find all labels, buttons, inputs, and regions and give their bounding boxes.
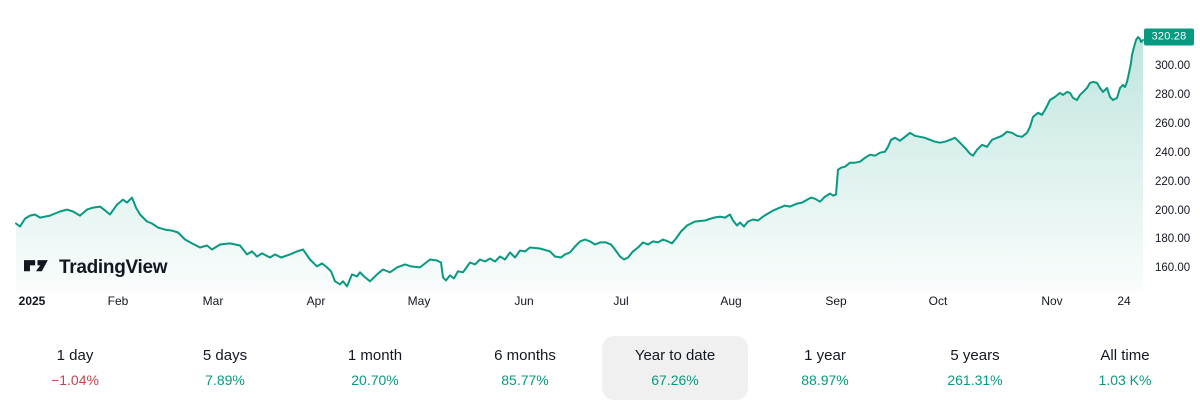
time-label-2025: 2025 bbox=[18, 294, 46, 308]
price-axis: 300.00 280.00 260.00 240.00 220.00 200.00 180.… bbox=[1150, 0, 1200, 292]
range-tab-label: 1 year bbox=[804, 347, 846, 364]
range-column: Year to date 67.26% bbox=[600, 336, 750, 400]
range-tab-1-day[interactable]: 1 day −1.04% bbox=[2, 336, 148, 400]
price-tick-180: 180.00 bbox=[1155, 233, 1191, 246]
price-tick-260: 260.00 bbox=[1155, 117, 1191, 130]
time-axis: 2025 Feb Mar Apr May Jun Jul Aug Sep Oct Nov 24 bbox=[0, 291, 1150, 313]
range-tabs: 1 day −1.04% 5 days 7.89% 1 month 20.70% 6 mon… bbox=[0, 336, 1200, 400]
range-column: 1 month 20.70% bbox=[300, 336, 450, 400]
range-column: 1 year 88.97% bbox=[750, 336, 900, 400]
range-tab-label: 1 day bbox=[56, 347, 94, 364]
range-tab-1-year[interactable]: 1 year 88.97% bbox=[752, 336, 898, 400]
range-tab-change: 1.03 K% bbox=[1098, 372, 1152, 388]
range-column: 6 months 85.77% bbox=[450, 336, 600, 400]
price-tick-160: 160.00 bbox=[1155, 262, 1191, 275]
price-tick-240: 240.00 bbox=[1155, 146, 1191, 159]
price-area-chart[interactable] bbox=[0, 0, 1145, 292]
range-column: 5 days 7.89% bbox=[150, 336, 300, 400]
time-label-feb: Feb bbox=[107, 294, 129, 308]
range-tab-all-time[interactable]: All time 1.03 K% bbox=[1052, 336, 1198, 400]
range-tab-change: −1.04% bbox=[51, 372, 99, 388]
time-label-jul: Jul bbox=[613, 294, 629, 308]
range-tab-label: 6 months bbox=[494, 347, 556, 364]
range-tab-change: 67.26% bbox=[651, 372, 699, 388]
range-tab-5-years[interactable]: 5 years 261.31% bbox=[902, 336, 1048, 400]
time-label-oct: Oct bbox=[928, 294, 948, 308]
range-tab-change: 261.31% bbox=[947, 372, 1003, 388]
time-label-sep: Sep bbox=[825, 294, 847, 308]
time-label-may: May bbox=[407, 294, 431, 308]
time-label-aug: Aug bbox=[720, 294, 742, 308]
time-label-apr: Apr bbox=[306, 294, 326, 308]
range-tab-change: 7.89% bbox=[205, 372, 245, 388]
tradingview-logo-icon bbox=[24, 259, 48, 271]
range-tab-change: 88.97% bbox=[801, 372, 849, 388]
range-column: 1 day −1.04% bbox=[0, 336, 150, 400]
range-tab-change: 20.70% bbox=[351, 372, 399, 388]
last-price-badge: 320.28 bbox=[1144, 28, 1194, 46]
range-column: 5 years 261.31% bbox=[900, 336, 1050, 400]
range-tab-change: 85.77% bbox=[501, 372, 549, 388]
price-tick-280: 280.00 bbox=[1155, 88, 1191, 101]
tradingview-logo-text: TradingView bbox=[59, 257, 168, 278]
price-tick-220: 220.00 bbox=[1155, 175, 1191, 188]
price-tick-300: 300.00 bbox=[1155, 60, 1191, 72]
time-label-nov: Nov bbox=[1041, 294, 1063, 308]
price-tick-200: 200.00 bbox=[1155, 204, 1191, 217]
chart-line bbox=[15, 36, 1144, 288]
range-tab-label: All time bbox=[1100, 347, 1150, 364]
tradingview-logo[interactable]: TradingView bbox=[24, 257, 168, 279]
range-tab-label: 5 days bbox=[202, 347, 248, 364]
time-label-jun: Jun bbox=[514, 294, 534, 308]
range-tab-label: Year to date bbox=[634, 347, 716, 364]
range-column: All time 1.03 K% bbox=[1050, 336, 1200, 400]
range-tab-label: 1 month bbox=[347, 347, 403, 364]
range-tab-5-days[interactable]: 5 days 7.89% bbox=[152, 336, 298, 400]
range-tab-year-to-date[interactable]: Year to date 67.26% bbox=[602, 336, 748, 400]
last-price-value: 320.28 bbox=[1151, 30, 1187, 43]
time-label-24: 24 bbox=[1117, 294, 1131, 308]
time-label-mar: Mar bbox=[202, 294, 224, 308]
range-tab-6-months[interactable]: 6 months 85.77% bbox=[452, 336, 598, 400]
range-tab-label: 5 years bbox=[950, 347, 1000, 364]
range-tab-1-month[interactable]: 1 month 20.70% bbox=[302, 336, 448, 400]
chart-area-fill bbox=[16, 37, 1143, 292]
